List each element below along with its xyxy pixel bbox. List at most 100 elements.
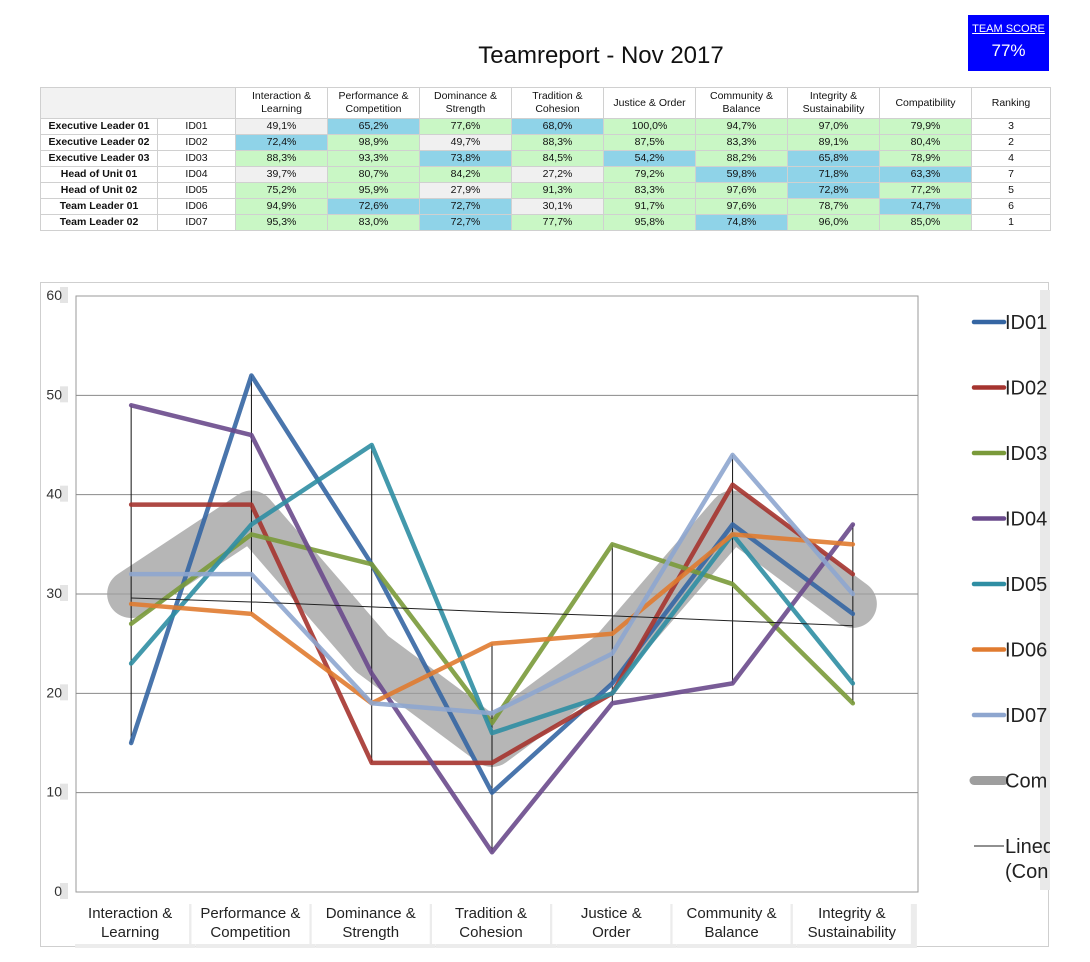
legend-label: ID04 bbox=[1005, 509, 1047, 531]
trendline bbox=[131, 597, 853, 627]
y-tick-shadow bbox=[60, 485, 68, 502]
score-cell: 54,2% bbox=[603, 150, 696, 167]
x-tick-label: Integrity & Sustainability bbox=[808, 905, 897, 941]
y-tick-shadow bbox=[60, 783, 68, 800]
score-cell: 27,2% bbox=[511, 166, 604, 183]
row-person-name: Head of Unit 01 bbox=[40, 166, 158, 183]
score-cell: 93,3% bbox=[327, 150, 420, 167]
y-tick-label: 50 bbox=[46, 386, 62, 402]
score-cell: 88,3% bbox=[511, 134, 604, 151]
y-tick-shadow bbox=[60, 585, 68, 601]
row-person-name: Executive Leader 03 bbox=[40, 150, 158, 167]
score-cell: 63,3% bbox=[879, 166, 972, 183]
y-tick-shadow bbox=[60, 883, 68, 899]
score-cell: 49,1% bbox=[235, 118, 328, 135]
table-row: Executive Leader 03 ID03 88,3% 93,3% 73,8% 84… bbox=[40, 150, 1051, 167]
score-cell: 71,8% bbox=[787, 166, 880, 183]
score-cell: 88,3% bbox=[235, 150, 328, 167]
x-label-bg bbox=[311, 900, 430, 944]
score-cell: 94,9% bbox=[235, 198, 328, 215]
y-tick-label: 30 bbox=[46, 585, 62, 601]
row-person-id: ID03 bbox=[157, 150, 236, 167]
score-cell: 94,7% bbox=[695, 118, 788, 135]
score-cell: 91,3% bbox=[511, 182, 604, 199]
score-cell: 98,9% bbox=[327, 134, 420, 151]
team-score-value: 77% bbox=[991, 41, 1026, 60]
team-score-label[interactable]: TEAM SCORE bbox=[972, 23, 1045, 35]
y-tick-shadow bbox=[60, 287, 68, 303]
row-person-name: Executive Leader 02 bbox=[40, 134, 158, 151]
score-cell: 74,7% bbox=[879, 198, 972, 215]
page-title: Teamreport - Nov 2017 bbox=[478, 42, 724, 69]
x-label-bg bbox=[792, 900, 911, 944]
score-cell: 49,7% bbox=[419, 134, 512, 151]
score-cell: 72,7% bbox=[419, 198, 512, 215]
x-label-bg bbox=[552, 900, 671, 944]
column-header: Justice & Order bbox=[603, 87, 696, 119]
column-header: Performance & Competition bbox=[327, 87, 420, 119]
legend-label: (Con bbox=[1005, 861, 1048, 883]
score-cell: 89,1% bbox=[787, 134, 880, 151]
y-tick-label: 20 bbox=[46, 684, 62, 700]
column-header: Compatibility bbox=[879, 87, 972, 119]
score-cell: 27,9% bbox=[419, 182, 512, 199]
score-cell: 73,8% bbox=[419, 150, 512, 167]
row-person-id: ID04 bbox=[157, 166, 236, 183]
table-row: Executive Leader 02 ID02 72,4% 98,9% 49,7% 88… bbox=[40, 134, 1051, 151]
ranking-cell: 4 bbox=[971, 150, 1051, 167]
score-cell: 77,6% bbox=[419, 118, 512, 135]
row-person-id: ID05 bbox=[157, 182, 236, 199]
score-cell: 95,3% bbox=[235, 214, 328, 231]
score-cell: 68,0% bbox=[511, 118, 604, 135]
legend-label: ID07 bbox=[1005, 705, 1047, 727]
score-cell: 79,2% bbox=[603, 166, 696, 183]
x-label-bg bbox=[191, 900, 310, 944]
chart-container: 0 10 20 30 40 50 60 Interaction & Learning Perfor… bbox=[40, 282, 1054, 950]
x-tick-label: Dominance & Strength bbox=[326, 905, 416, 941]
column-header: Dominance & Strength bbox=[419, 87, 512, 119]
column-header: Ranking bbox=[971, 87, 1051, 119]
score-cell: 87,5% bbox=[603, 134, 696, 151]
series-line-id01 bbox=[128, 373, 856, 795]
ranking-cell: 1 bbox=[971, 214, 1051, 231]
ranking-cell: 7 bbox=[971, 166, 1051, 183]
row-person-id: ID02 bbox=[157, 134, 236, 151]
score-cell: 84,5% bbox=[511, 150, 604, 167]
score-cell: 77,7% bbox=[511, 214, 604, 231]
score-cell: 39,7% bbox=[235, 166, 328, 183]
score-cell: 78,7% bbox=[787, 198, 880, 215]
series-line-id03 bbox=[128, 532, 856, 726]
ranking-cell: 6 bbox=[971, 198, 1051, 215]
score-cell: 85,0% bbox=[879, 214, 972, 231]
table-row: Team Leader 02 ID07 95,3% 83,0% 72,7% 77,7% 95… bbox=[40, 214, 1051, 231]
score-cell: 75,2% bbox=[235, 182, 328, 199]
x-tick-label: Performance & Competition bbox=[200, 905, 300, 941]
table-row: Head of Unit 02 ID05 75,2% 95,9% 27,9% 91,3% 8… bbox=[40, 182, 1051, 199]
legend-box bbox=[952, 290, 1050, 890]
series-line-id06 bbox=[128, 532, 856, 706]
ranking-cell: 3 bbox=[971, 118, 1051, 135]
row-person-id: ID07 bbox=[157, 214, 236, 231]
team-score-box: TEAM SCORE 77% bbox=[968, 15, 1049, 71]
y-tick-shadow bbox=[60, 684, 68, 701]
row-person-id: ID01 bbox=[157, 118, 236, 135]
x-label-bg bbox=[672, 900, 791, 944]
legend-label: ID01 bbox=[1005, 312, 1047, 334]
x-tick-label: Interaction & Learning bbox=[88, 905, 172, 941]
score-cell: 88,2% bbox=[695, 150, 788, 167]
series-line-id07 bbox=[128, 452, 856, 716]
score-cell: 77,2% bbox=[879, 182, 972, 199]
score-cell: 65,8% bbox=[787, 150, 880, 167]
ranking-cell: 5 bbox=[971, 182, 1051, 199]
score-cell: 72,7% bbox=[419, 214, 512, 231]
score-cell: 83,3% bbox=[695, 134, 788, 151]
legend-label: ID05 bbox=[1005, 574, 1047, 596]
table-row: Team Leader 01 ID06 94,9% 72,6% 72,7% 30,1% 91… bbox=[40, 198, 1051, 215]
score-cell: 97,6% bbox=[695, 198, 788, 215]
score-cell: 65,2% bbox=[327, 118, 420, 135]
legend-box-shadow bbox=[1040, 290, 1050, 890]
score-cell: 97,6% bbox=[695, 182, 788, 199]
score-cell: 83,3% bbox=[603, 182, 696, 199]
score-cell: 97,0% bbox=[787, 118, 880, 135]
row-person-name: Head of Unit 02 bbox=[40, 182, 158, 199]
